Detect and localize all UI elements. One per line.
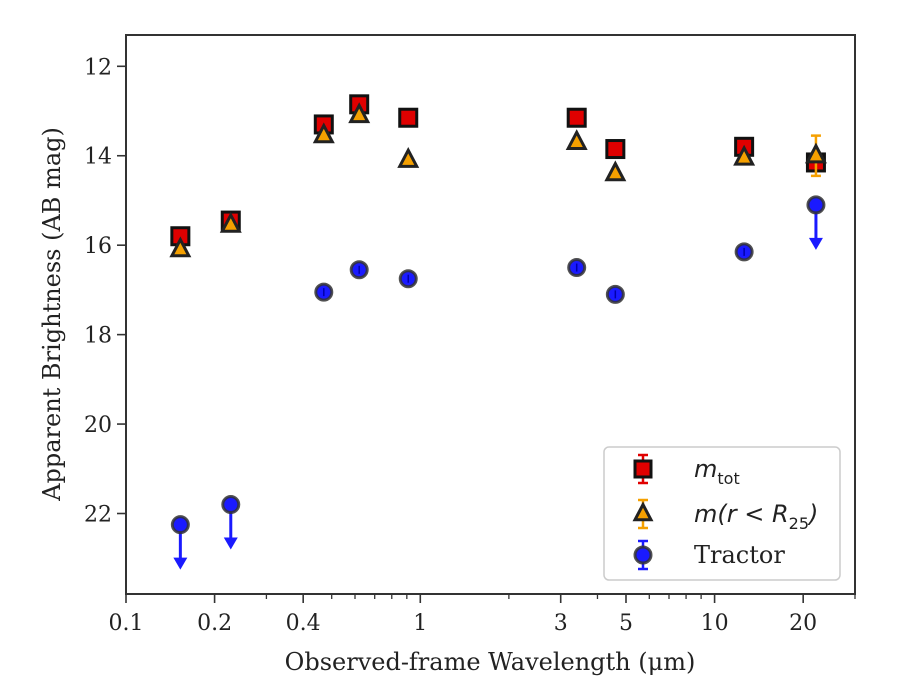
data-point-circle: [806, 195, 826, 215]
x-tick-label: 5: [619, 611, 633, 636]
y-tick-label: 18: [84, 324, 112, 349]
legend-label: Tractor: [694, 541, 785, 569]
x-tick-label: 0.2: [197, 611, 232, 636]
y-tick-label: 14: [84, 145, 112, 170]
data-point-triangle: [804, 142, 827, 164]
legend-box: [603, 446, 841, 581]
legend-label: mtot: [694, 455, 740, 488]
x-tick-label: 3: [554, 611, 568, 636]
legend: mtot m(r < R25) Tractor: [603, 446, 841, 581]
y-tick-label: 22: [84, 503, 112, 528]
y-axis-label: Apparent Brightness (AB mag): [38, 127, 66, 502]
data-point-circle: [221, 495, 241, 515]
y-tick-label: 20: [84, 413, 112, 438]
y-tick-label: 12: [84, 55, 112, 80]
x-tick-label: 1: [413, 611, 427, 636]
series-circle: [170, 195, 826, 570]
legend-marker-circle: [633, 545, 653, 565]
x-tick-label: 10: [701, 611, 729, 636]
x-tick-label: 0.1: [109, 611, 144, 636]
x-axis-label: Observed-frame Wavelength (μm): [285, 648, 696, 676]
legend-marker-square: [633, 459, 653, 479]
data-marks: [169, 94, 827, 570]
data-point-circle: [170, 515, 190, 535]
legend-item: m(r < R25): [632, 498, 818, 533]
legend-item: mtot: [633, 453, 740, 488]
legend-item: Tractor: [633, 539, 785, 571]
y-tick-label: 16: [84, 234, 112, 259]
legend-label: m(r < R25): [694, 500, 818, 533]
axis-ticks: 0.1 0.2 0.4 1 3 5 10 20 12 14 16 18 20 22: [84, 55, 856, 636]
legend-marker-triangle: [632, 501, 654, 522]
x-tick-label: 20: [789, 611, 817, 636]
series-triangle: [169, 102, 827, 258]
x-tick-label: 0.4: [286, 611, 321, 636]
